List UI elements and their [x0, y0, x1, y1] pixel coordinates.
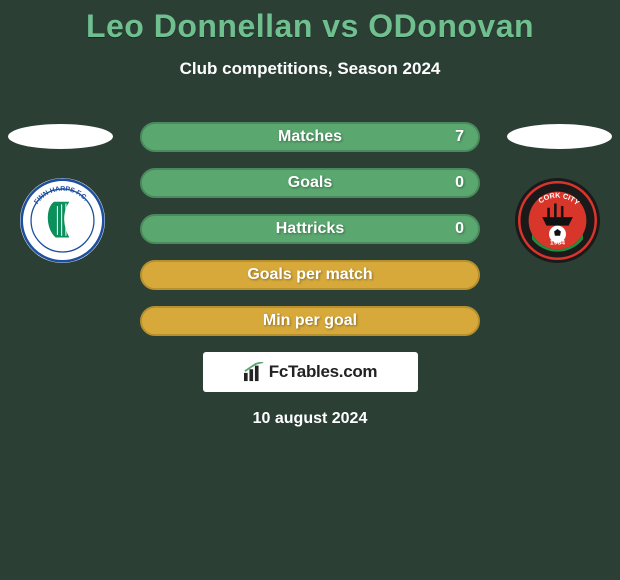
- stat-label: Matches: [278, 128, 342, 146]
- page-title: Leo Donnellan vs ODonovan: [0, 0, 620, 45]
- brand-banner[interactable]: FcTables.com: [203, 352, 418, 392]
- stat-row-goals-per-match: Goals per match: [140, 260, 480, 290]
- snapshot-date: 10 august 2024: [140, 410, 480, 428]
- club-badge-left: FINN HARPS F.C.: [20, 178, 105, 263]
- fctables-logo-icon: [243, 362, 265, 382]
- stat-label: Goals: [288, 174, 332, 192]
- club-badge-right: 1984 CORK CITY: [515, 178, 600, 263]
- stat-label: Hattricks: [276, 220, 344, 238]
- stat-value: 7: [455, 128, 464, 146]
- stat-row-matches: Matches 7: [140, 122, 480, 152]
- stat-row-goals: Goals 0: [140, 168, 480, 198]
- stat-row-hattricks: Hattricks 0: [140, 214, 480, 244]
- cork-city-crest-icon: 1984 CORK CITY: [515, 178, 600, 263]
- stat-label: Goals per match: [247, 266, 372, 284]
- brand-text: FcTables.com: [269, 362, 378, 382]
- svg-text:1984: 1984: [550, 239, 565, 246]
- page-subtitle: Club competitions, Season 2024: [0, 59, 620, 79]
- stat-row-min-per-goal: Min per goal: [140, 306, 480, 336]
- stat-label: Min per goal: [263, 312, 357, 330]
- stat-value: 0: [455, 174, 464, 192]
- finn-harps-crest-icon: FINN HARPS F.C.: [20, 178, 105, 263]
- stats-panel: Matches 7 Goals 0 Hattricks 0 Goals per …: [140, 122, 480, 428]
- stat-value: 0: [455, 220, 464, 238]
- player-right-avatar: [507, 124, 612, 149]
- player-left-avatar: [8, 124, 113, 149]
